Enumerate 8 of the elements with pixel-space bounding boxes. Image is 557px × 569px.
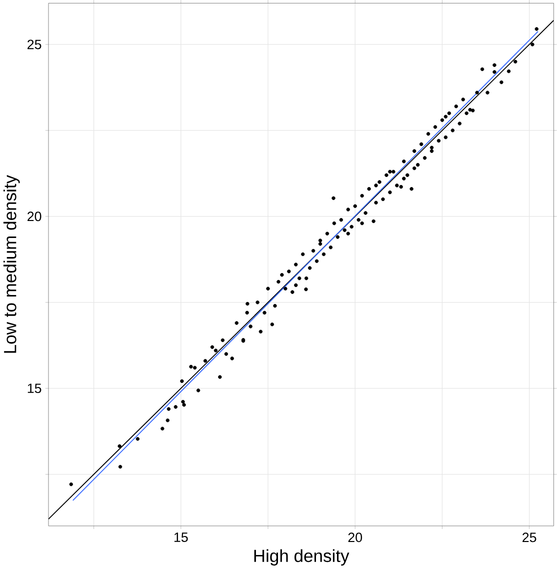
x-tick-label: 25	[522, 532, 536, 542]
y-tick-label: 25	[28, 40, 42, 50]
x-tick-label: 20	[348, 532, 362, 542]
y-tick-label: 15	[28, 384, 42, 394]
y-tick-label: 20	[28, 212, 42, 222]
x-tick-label: 15	[174, 532, 188, 542]
x-axis-title: High density	[254, 549, 350, 566]
y-axis-title: Low to medium density	[3, 175, 20, 353]
